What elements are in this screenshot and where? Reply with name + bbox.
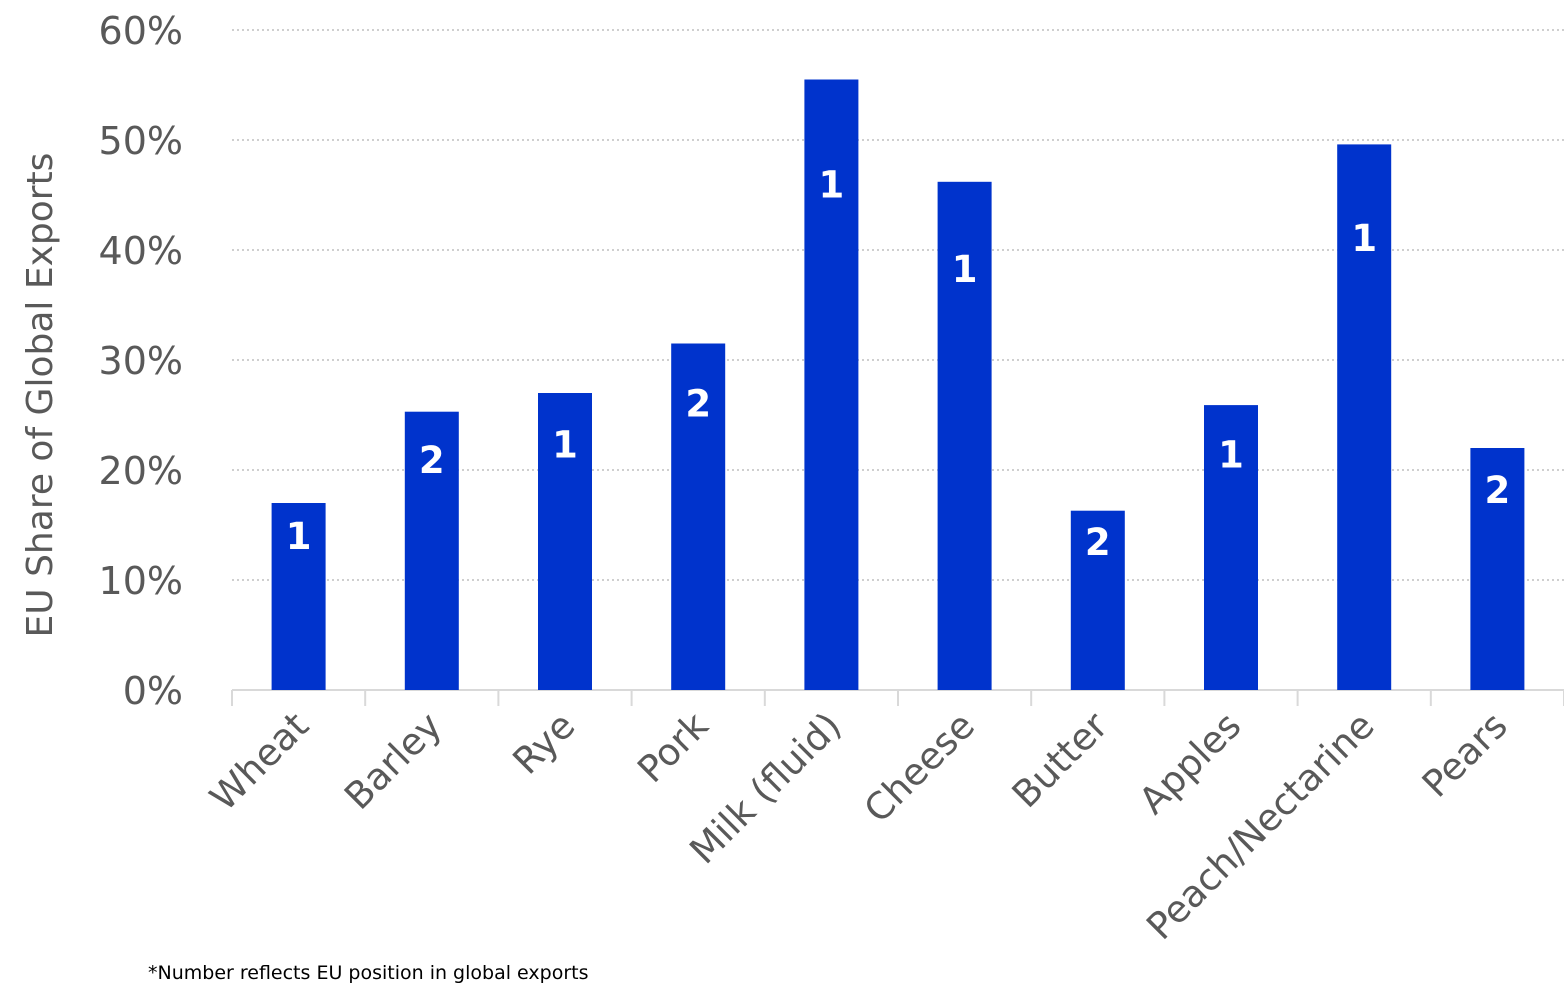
x-category-label: Pork xyxy=(629,704,717,792)
x-category-label: Pears xyxy=(1414,704,1516,806)
y-tick-label: 40% xyxy=(99,229,183,273)
bar xyxy=(538,393,592,690)
x-category-label: Barley xyxy=(336,704,450,818)
y-tick-label: 20% xyxy=(99,449,183,493)
bar-data-label: 2 xyxy=(1085,521,1111,564)
x-category-label: Rye xyxy=(505,704,584,783)
y-tick-label: 10% xyxy=(99,559,183,603)
bar xyxy=(1070,510,1125,690)
bar xyxy=(1470,448,1525,690)
bar xyxy=(804,79,859,690)
y-tick-label: 30% xyxy=(99,339,183,383)
y-tick-label: 50% xyxy=(99,119,183,163)
bar-data-label: 1 xyxy=(1351,217,1377,260)
x-category-label: Cheese xyxy=(856,704,983,831)
bar-data-label: 1 xyxy=(286,515,312,558)
bar-data-label: 2 xyxy=(1485,469,1511,512)
x-category-label: Wheat xyxy=(202,704,317,819)
x-category-label: Butter xyxy=(1004,703,1117,816)
bar xyxy=(671,343,726,690)
y-tick-label: 0% xyxy=(123,669,183,713)
x-category-label: Peach/Nectarine xyxy=(1138,704,1382,948)
y-tick-label: 60% xyxy=(99,9,183,53)
footnote: *Number reflects EU position in global e… xyxy=(148,962,589,984)
bar xyxy=(404,411,459,690)
bar xyxy=(1204,405,1258,690)
bar xyxy=(937,181,992,691)
x-category-label: Apples xyxy=(1131,704,1250,823)
y-axis-title: EU Share of Global Exports xyxy=(20,153,61,638)
bar-data-label: 2 xyxy=(685,382,711,425)
bar-data-label: 1 xyxy=(552,423,578,466)
bar-data-label: 1 xyxy=(952,248,978,291)
bar-data-label: 1 xyxy=(819,163,845,206)
bar xyxy=(1337,144,1392,690)
bar-data-label: 2 xyxy=(419,439,445,482)
bar xyxy=(271,503,326,690)
bar-data-label: 1 xyxy=(1218,434,1244,477)
